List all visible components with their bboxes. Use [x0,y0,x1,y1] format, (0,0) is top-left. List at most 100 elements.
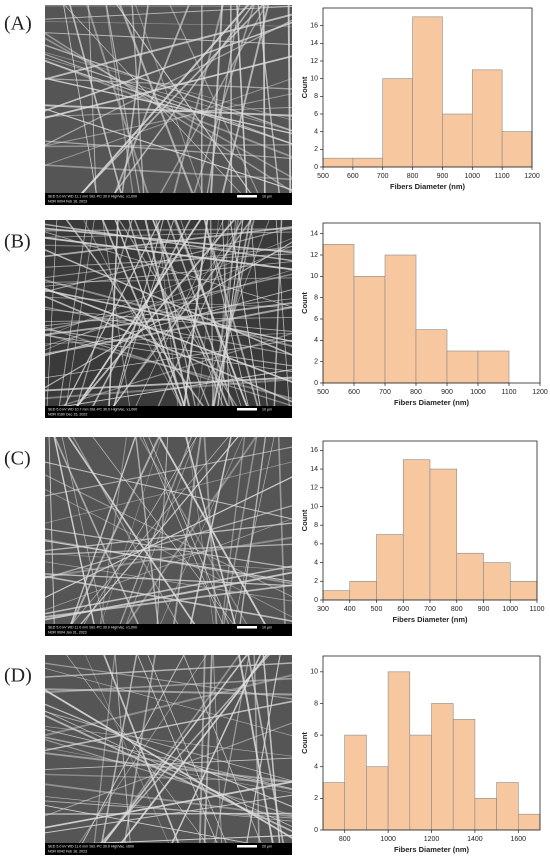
x-tick-label: 800 [339,836,351,843]
fiber [187,437,214,624]
fiber [45,561,292,602]
bar [353,276,386,384]
y-tick-label: 6 [314,111,318,118]
fiber [45,378,292,400]
fiber [45,725,292,757]
fiber [45,474,292,598]
fiber [45,518,292,611]
fiber [135,5,203,193]
fiber [45,296,292,308]
info-bar [45,843,292,855]
y-tick-label: 4 [314,129,318,136]
fiber [250,220,268,406]
fiber [45,538,292,585]
y-axis-label: Count [300,509,309,531]
y-tick-label: 2 [314,146,318,153]
fiber [45,800,292,819]
fiber [287,5,292,193]
plot-frame [322,222,541,384]
panel-label: (C) [4,448,31,470]
fiber [45,714,292,833]
bar [415,329,448,384]
fiber [45,780,292,829]
fiber [63,369,292,406]
fiber [45,32,292,45]
bar [344,734,367,831]
scale-bar [237,408,257,411]
sem-info: NOR 0004 Jan 31, 2023 [48,630,87,634]
bar [483,562,511,601]
y-tick-label: 12 [310,58,318,65]
fiber [70,437,161,624]
fiber [86,5,149,193]
fiber [103,655,248,843]
y-tick-label: 4 [314,337,318,344]
y-tick-label: 10 [310,76,318,83]
fiber [53,437,95,624]
fiber [103,655,180,843]
fiber [45,522,292,552]
fiber [222,220,230,406]
x-tick-label: 300 [317,606,329,613]
fiber [45,662,292,700]
sem-info: SED 5.0 kV WD 10.7 mm Std.-PC 30.0 HighV… [48,407,137,411]
bar [442,113,473,168]
fiber [273,220,283,406]
fiber [46,220,58,406]
fiber [80,437,239,624]
fiber [160,437,244,624]
x-tick-label: 1600 [511,836,527,843]
fiber [214,655,250,843]
fiber [45,688,292,696]
y-tick-label: 8 [314,700,318,707]
bar [349,580,377,601]
fiber [58,220,88,406]
fiber [45,711,292,782]
fiber [45,21,292,112]
bar [382,78,413,168]
fiber [61,437,105,624]
bar [452,718,476,831]
fiber [139,437,248,624]
fiber [246,655,281,843]
fiber [45,536,292,579]
y-tick-label: 10 [310,503,318,510]
fiber [45,752,292,783]
x-tick-label: 800 [410,389,422,396]
fiber [45,710,292,828]
fiber [45,729,292,789]
fiber [45,739,292,816]
fiber [45,309,292,332]
fibers [45,655,292,843]
x-axis-label: Fibers Diameter (nm) [390,182,466,191]
fiber [45,804,250,843]
sem-info: NOR 0004 Feb 16, 2023 [48,199,87,203]
fiber [105,5,134,193]
fiber [45,261,292,287]
fiber [203,655,213,843]
fiber [45,736,292,791]
fiber [193,5,255,193]
x-tick-label: 900 [441,389,453,396]
fiber [63,5,97,193]
y-tick-label: 6 [314,732,318,739]
bar [496,782,519,831]
scale-label: 20 μm [262,844,272,848]
bar [322,157,354,168]
x-tick-label: 1400 [467,836,483,843]
y-tick-label: 10 [310,273,318,280]
fiber [45,37,292,179]
fiber [67,437,196,624]
x-tick-label: 700 [424,606,436,613]
fiber [128,220,185,406]
y-tick-label: 14 [310,231,318,238]
y-tick-label: 2 [314,795,318,802]
y-tick-label: 0 [314,827,318,834]
fiber [58,332,292,406]
fiber [210,5,224,193]
scale-label: 10 μm [262,625,272,629]
info-bar [45,193,292,205]
fiber [71,437,229,624]
y-axis-label: Count [300,732,309,754]
fiber [262,5,266,193]
